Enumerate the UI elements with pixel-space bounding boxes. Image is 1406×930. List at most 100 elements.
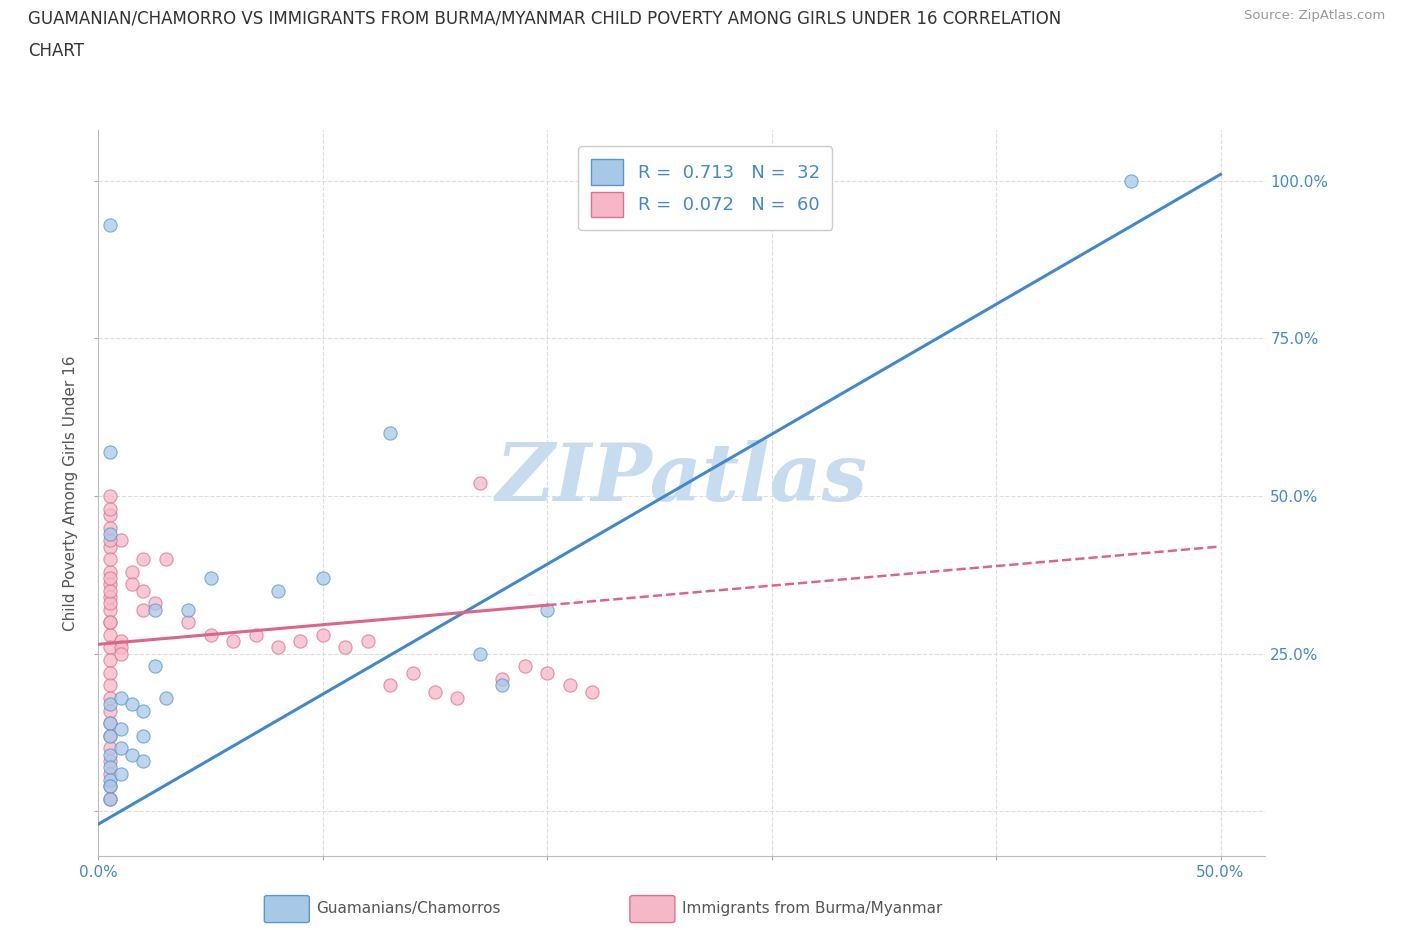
Point	[513, 659, 536, 674]
Point	[143, 659, 166, 674]
Point	[98, 753, 121, 768]
Point	[143, 596, 166, 611]
Point	[98, 653, 121, 668]
Point	[98, 716, 121, 731]
Point	[200, 628, 222, 643]
Point	[378, 678, 402, 693]
Point	[132, 602, 155, 617]
Point	[98, 445, 121, 459]
Point	[312, 628, 335, 643]
Point	[98, 747, 121, 762]
Point	[200, 571, 222, 586]
Point	[132, 728, 155, 743]
Point	[98, 640, 121, 655]
Point	[581, 684, 603, 699]
Point	[110, 690, 132, 705]
Point	[312, 571, 335, 586]
Point	[98, 565, 121, 579]
Point	[290, 633, 312, 648]
Point	[98, 526, 121, 541]
Point	[121, 697, 143, 711]
Point	[335, 640, 357, 655]
Point	[98, 501, 121, 516]
Point	[98, 665, 121, 680]
Point	[98, 628, 121, 643]
Legend: R =  0.713   N =  32, R =  0.072   N =  60: R = 0.713 N = 32, R = 0.072 N = 60	[578, 147, 832, 230]
Point	[132, 583, 155, 598]
Point	[558, 678, 581, 693]
Point	[468, 646, 491, 661]
Point	[267, 640, 290, 655]
Point	[98, 760, 121, 775]
Point	[155, 690, 177, 705]
Point	[98, 678, 121, 693]
Point	[132, 551, 155, 566]
Point	[98, 615, 121, 630]
Point	[446, 690, 468, 705]
Point	[536, 665, 558, 680]
Point	[98, 539, 121, 554]
Point	[378, 426, 402, 441]
Point	[401, 665, 423, 680]
Point	[98, 218, 121, 232]
Point	[98, 533, 121, 548]
Point	[98, 583, 121, 598]
Text: Guamanians/Chamorros: Guamanians/Chamorros	[316, 901, 501, 916]
Point	[491, 678, 513, 693]
Point	[98, 728, 121, 743]
Point	[143, 602, 166, 617]
Point	[245, 628, 267, 643]
Point	[98, 741, 121, 756]
Point	[98, 488, 121, 503]
Point	[1119, 173, 1142, 188]
Point	[177, 615, 200, 630]
Point	[98, 766, 121, 781]
Point	[177, 602, 200, 617]
Text: GUAMANIAN/CHAMORRO VS IMMIGRANTS FROM BURMA/MYANMAR CHILD POVERTY AMONG GIRLS UN: GUAMANIAN/CHAMORRO VS IMMIGRANTS FROM BU…	[28, 9, 1062, 27]
Point	[98, 697, 121, 711]
Point	[357, 633, 380, 648]
Point	[222, 633, 245, 648]
Point	[110, 640, 132, 655]
Point	[98, 791, 121, 806]
Point	[267, 583, 290, 598]
Point	[121, 577, 143, 591]
Point	[110, 766, 132, 781]
Point	[121, 565, 143, 579]
Point	[98, 577, 121, 591]
Point	[110, 533, 132, 548]
Point	[98, 596, 121, 611]
Text: Immigrants from Burma/Myanmar: Immigrants from Burma/Myanmar	[682, 901, 942, 916]
Point	[98, 773, 121, 788]
Point	[98, 791, 121, 806]
Point	[155, 551, 177, 566]
Point	[110, 646, 132, 661]
Point	[98, 602, 121, 617]
Text: ZIPatlas: ZIPatlas	[496, 440, 868, 517]
Point	[121, 747, 143, 762]
Point	[98, 778, 121, 793]
Point	[98, 551, 121, 566]
Point	[132, 753, 155, 768]
Point	[423, 684, 446, 699]
Point	[98, 615, 121, 630]
Point	[110, 633, 132, 648]
Point	[491, 671, 513, 686]
Text: CHART: CHART	[28, 42, 84, 60]
Y-axis label: Child Poverty Among Girls Under 16: Child Poverty Among Girls Under 16	[63, 355, 79, 631]
Point	[98, 571, 121, 586]
Point	[98, 690, 121, 705]
Point	[98, 703, 121, 718]
Point	[98, 520, 121, 535]
Point	[132, 703, 155, 718]
Point	[536, 602, 558, 617]
Point	[110, 741, 132, 756]
Point	[98, 590, 121, 604]
Point	[110, 722, 132, 737]
Point	[98, 778, 121, 793]
Point	[468, 476, 491, 491]
Point	[98, 716, 121, 731]
Point	[98, 508, 121, 523]
Text: Source: ZipAtlas.com: Source: ZipAtlas.com	[1244, 9, 1385, 22]
Point	[98, 728, 121, 743]
